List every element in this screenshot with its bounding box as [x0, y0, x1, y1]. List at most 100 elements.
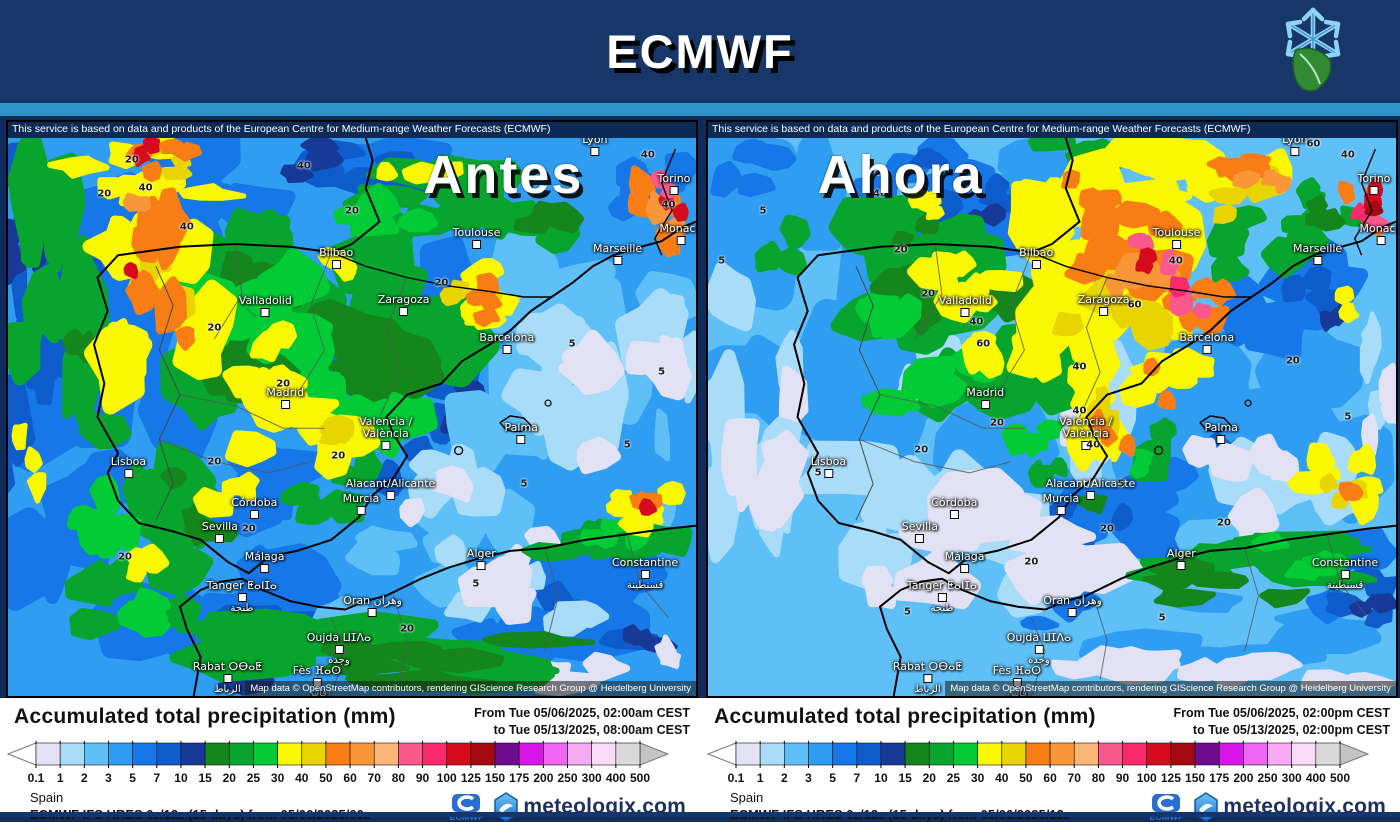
contour-value-label: 40 [969, 316, 984, 328]
city-label: Monaco [660, 222, 696, 246]
contour-value-label: 5 [814, 467, 822, 479]
city-marker [399, 306, 409, 316]
city-label: Oujda ⵡⵊⴷⴰ وجدة [306, 630, 372, 666]
city-label: Madrid [266, 386, 304, 410]
contour-value-label: 40 [296, 160, 311, 172]
city-marker [1068, 608, 1078, 617]
svg-text:300: 300 [582, 771, 602, 785]
svg-text:20: 20 [223, 771, 237, 785]
logos: ECMWF meteologix.com [1149, 791, 1386, 822]
city-label: Bilbao [1019, 247, 1053, 270]
ecmwf-logo-icon [452, 793, 481, 812]
period-from: From Tue 05/06/2025, 02:00pm CEST [1173, 706, 1390, 720]
contour-value-label: 5 [1344, 411, 1352, 423]
map-panel-ahora: This service is based on data and produc… [706, 120, 1398, 698]
city-marker [280, 399, 290, 409]
city-label: Bilbao [319, 247, 353, 270]
contour-value-label: 5 [904, 606, 911, 618]
ecmwf-logo-icon [1152, 793, 1181, 812]
precipitation-field [8, 138, 696, 696]
svg-text:400: 400 [1306, 771, 1326, 785]
svg-text:3: 3 [805, 771, 812, 785]
svg-text:500: 500 [630, 771, 650, 785]
city-label: Zaragoza [378, 293, 429, 317]
city-label: Torino [1358, 173, 1390, 196]
city-marker [476, 561, 486, 571]
svg-text:15: 15 [898, 771, 912, 785]
footer-strip [0, 812, 1400, 817]
contour-value-label: 20 [276, 378, 291, 390]
city-marker [1369, 186, 1379, 196]
svg-text:60: 60 [1043, 771, 1057, 785]
ecmwf-logo: ECMWF [449, 793, 483, 822]
city-marker [1086, 490, 1096, 500]
contour-value-label: 20 [914, 444, 929, 456]
period-to: to Tue 05/13/2025, 02:00pm CEST [1192, 722, 1390, 737]
svg-text:10: 10 [174, 771, 188, 785]
city-label: Valencia / València [1059, 415, 1112, 451]
svg-text:20: 20 [923, 771, 937, 785]
svg-text:150: 150 [1185, 771, 1205, 785]
city-marker [937, 592, 947, 602]
color-scale: 0.1 1 2 3 5 7 10 15 20 25 30 40 50 60 70 80 90 100 125 150 1… [706, 740, 1370, 785]
precipitation-field [708, 138, 1396, 696]
city-label: Córdoba [931, 496, 977, 520]
contour-value-label: 20 [124, 154, 139, 166]
svg-text:50: 50 [1019, 771, 1033, 785]
forecast-period: From Tue 05/06/2025, 02:00pm CEST to Tue… [1173, 705, 1390, 739]
contour-value-label: 20 [97, 188, 112, 200]
city-label: Rabat ⵔⴱⴰⵟ الرباط [192, 660, 263, 696]
city-marker [1081, 440, 1091, 450]
color-scale: 0.1 1 2 3 5 7 10 15 20 25 30 40 50 60 70 80 90 100 125 150 1… [6, 740, 670, 785]
header-bar: ECMWF [0, 0, 1400, 103]
svg-text:40: 40 [295, 771, 309, 785]
svg-text:7: 7 [153, 771, 160, 785]
contour-value-label: 40 [1340, 149, 1355, 161]
contour-value-label: 40 [1072, 405, 1087, 417]
svg-text:250: 250 [1258, 771, 1278, 785]
contour-value-label: 5 [623, 439, 631, 451]
contour-value-label: 20 [241, 523, 256, 535]
svg-text:90: 90 [1116, 771, 1130, 785]
svg-text:80: 80 [392, 771, 406, 785]
contour-value-label: 5 [568, 338, 576, 350]
city-label: Constantine قسنطينة [611, 556, 679, 592]
city-marker [960, 308, 970, 318]
legend-panel-antes: Accumulated total precipitation (mm) Fro… [0, 698, 700, 822]
city-label: Málaga [245, 550, 284, 574]
contour-value-label: 5 [1117, 478, 1125, 490]
city-marker [516, 435, 526, 445]
osm-attribution: Map data © OpenStreetMap contributors, r… [245, 681, 696, 696]
city-marker [590, 146, 600, 156]
city-marker [215, 534, 225, 544]
svg-text:400: 400 [606, 771, 626, 785]
map-panel-antes: This service is based on data and produc… [6, 120, 698, 698]
contour-value-label: 20 [331, 450, 346, 462]
map-labels: Lyon Torino Monaco Toulouse Marseille Bilbao V… [708, 138, 1396, 696]
map-canvas: Lyon Torino Monaco Toulouse Marseille Bilbao V… [708, 138, 1396, 696]
city-label: Sevilla [202, 521, 238, 544]
page-title: ECMWF [606, 25, 794, 78]
city-marker [123, 469, 133, 479]
city-marker [1376, 235, 1386, 245]
city-label: Alger [1167, 548, 1196, 571]
city-label: Alacant/Alicante [346, 477, 435, 501]
svg-text:5: 5 [829, 771, 836, 785]
city-marker [260, 563, 270, 573]
city-marker [1099, 306, 1109, 316]
city-label: Málaga [945, 550, 984, 574]
contour-value-label: 40 [1168, 255, 1183, 267]
city-marker [1202, 345, 1212, 355]
svg-text:30: 30 [971, 771, 985, 785]
city-label: Madrid [966, 386, 1004, 410]
city-label: Lisboa [111, 456, 146, 479]
contour-value-label: 60 [1306, 138, 1321, 150]
contour-value-label: 5 [1158, 612, 1166, 624]
city-marker [334, 644, 344, 654]
svg-text:50: 50 [319, 771, 333, 785]
city-label: Córdoba [231, 496, 277, 520]
map-labels: Lyon Torino Monaco Toulouse Marseille Bilbao V… [8, 138, 696, 696]
legend-title: Accumulated total precipitation (mm) [14, 705, 396, 728]
city-label: Zaragoza [1078, 293, 1129, 317]
city-label: Alacant/Alicante [1046, 477, 1135, 501]
